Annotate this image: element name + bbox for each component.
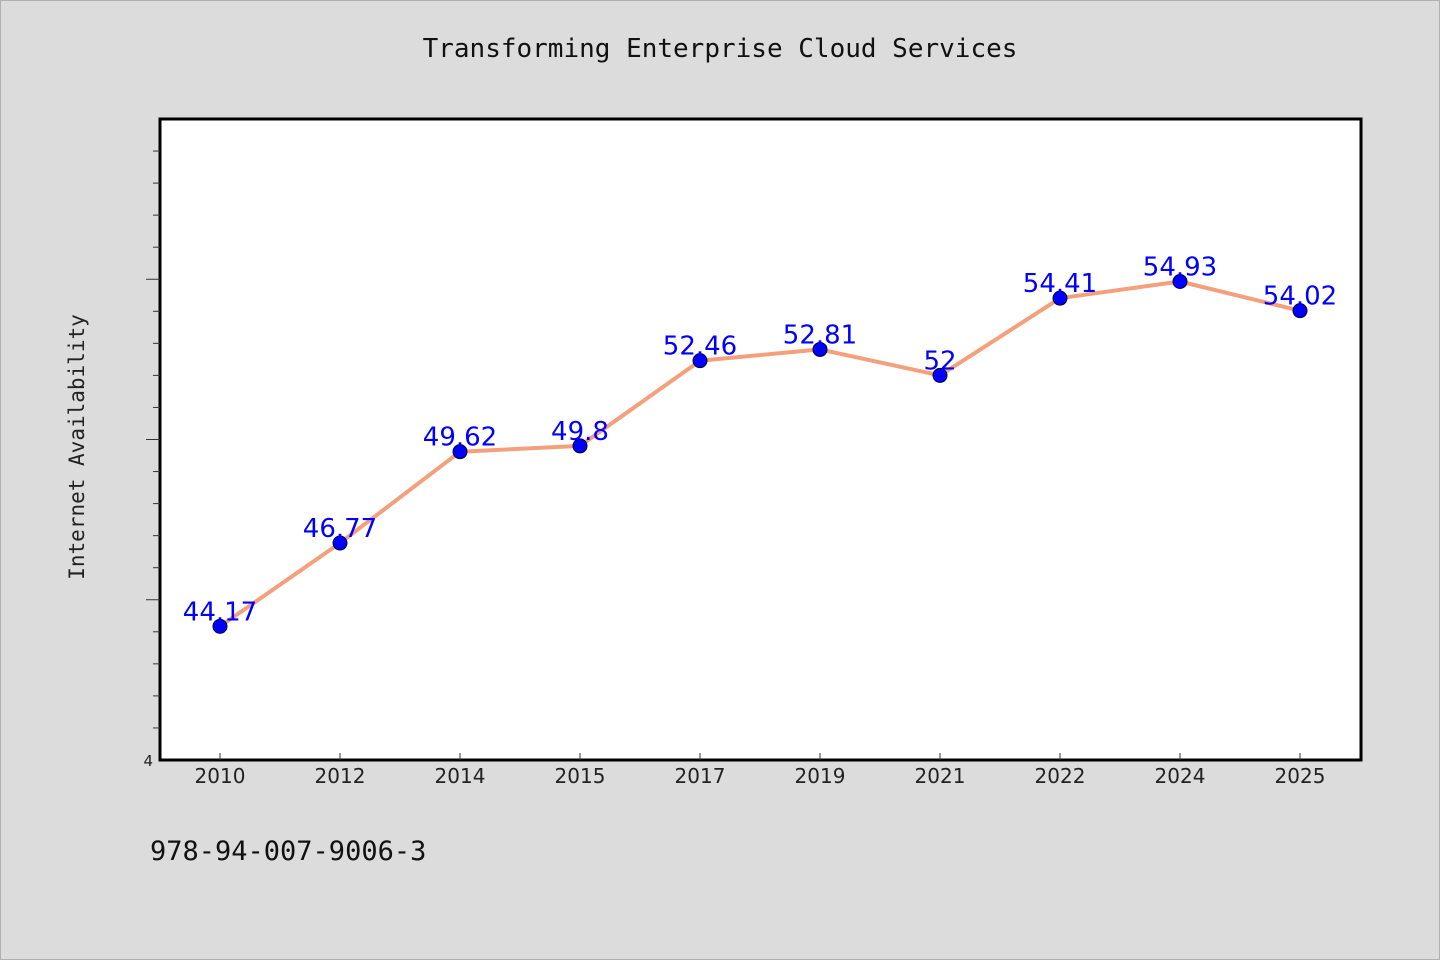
y-axis-ticks: 4	[143, 150, 160, 770]
x-tick-label: 2022	[1035, 764, 1086, 788]
data-label: 52.81	[783, 320, 857, 350]
x-tick-label: 2019	[795, 764, 846, 788]
data-point	[332, 535, 348, 551]
y-tick-label: 4	[143, 752, 153, 770]
data-label: 46.77	[303, 514, 377, 544]
x-tick-label: 2015	[555, 764, 606, 788]
data-point	[1292, 303, 1308, 319]
data-label: 49.62	[423, 423, 497, 453]
x-tick-label: 2014	[435, 764, 486, 788]
data-label: 54.02	[1263, 282, 1337, 312]
x-tick-label: 2017	[675, 764, 726, 788]
data-label: 54.41	[1023, 269, 1097, 299]
data-label: 44.17	[183, 597, 257, 627]
data-point	[812, 341, 828, 357]
data-label: 54.93	[1143, 252, 1217, 282]
data-label: 52	[923, 346, 956, 376]
data-point	[692, 353, 708, 369]
x-tick-label: 2010	[195, 764, 246, 788]
data-point	[1052, 290, 1068, 306]
data-point	[932, 367, 948, 383]
data-labels: 44.17 46.77 49.62 49.8 52.46 52.81 52 54.41 54.9…	[183, 252, 1337, 627]
plot-area	[158, 117, 1363, 762]
series-line	[218, 279, 1301, 629]
chart-title: Transforming Enterprise Cloud Services	[422, 34, 1018, 64]
x-tick-label: 2024	[1155, 764, 1206, 788]
x-tick-label: 2025	[1275, 764, 1326, 788]
x-axis-ticks: 2010 2012 2014 2015 2017 2019 2021 2022 2024 2025	[195, 753, 1326, 788]
data-point	[452, 444, 468, 460]
data-point	[1172, 273, 1188, 289]
series-layer	[212, 273, 1308, 634]
x-tick-label: 2021	[915, 764, 966, 788]
x-tick-label: 2012	[315, 764, 366, 788]
data-label: 52.46	[663, 332, 737, 362]
data-point	[572, 438, 588, 454]
footer-code: 978-94-007-9006-3	[150, 836, 427, 867]
data-label: 49.8	[551, 417, 609, 447]
data-point	[212, 618, 228, 634]
